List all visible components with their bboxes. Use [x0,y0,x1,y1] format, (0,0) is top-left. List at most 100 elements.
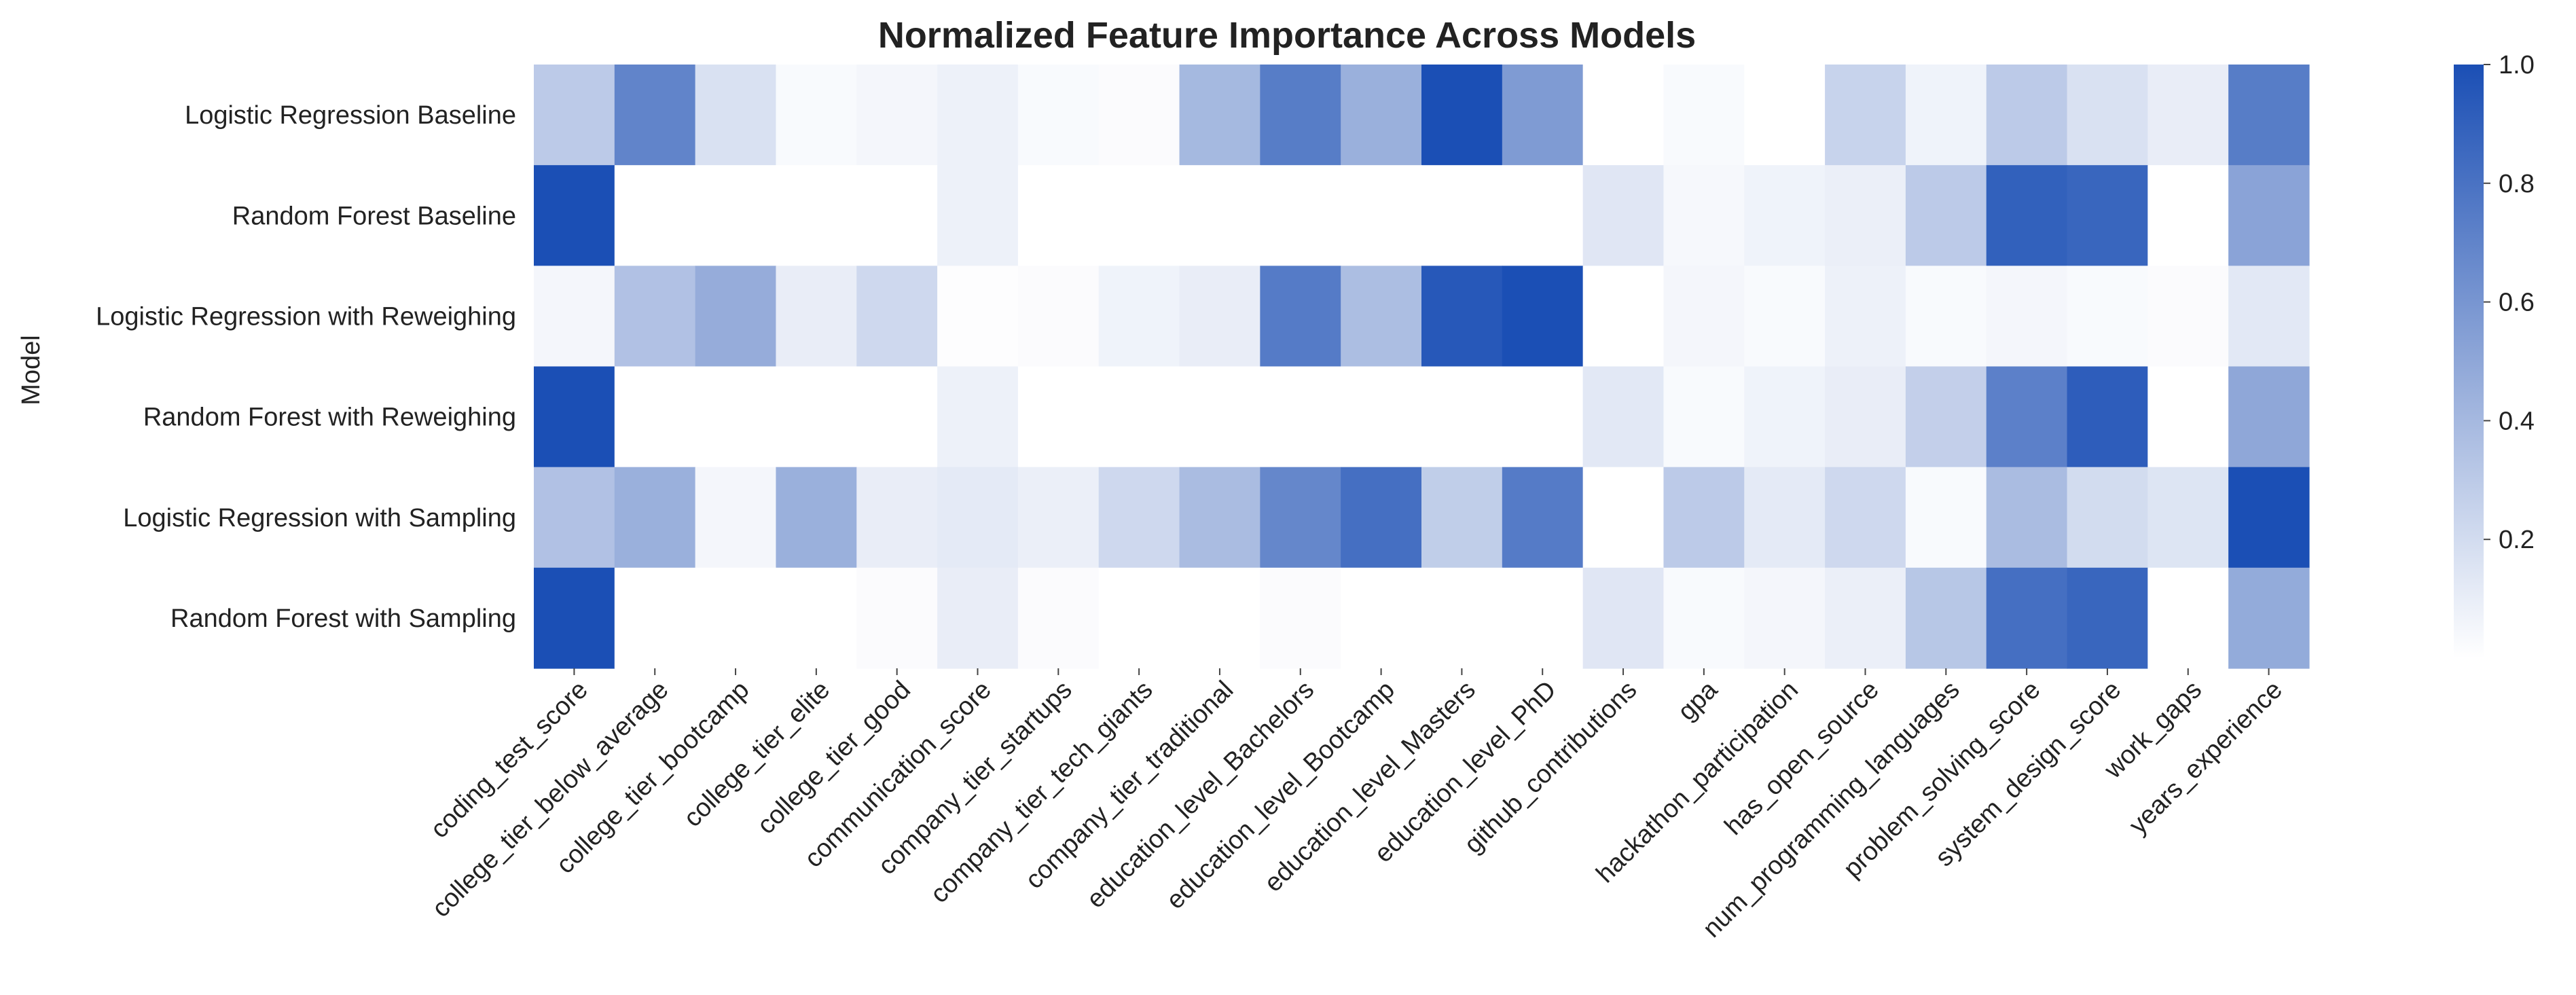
colorbar-tick-label: 0.6 [2499,289,2535,317]
heatmap-cell [2067,467,2148,568]
heatmap-cell [1502,467,1584,568]
heatmap-cell [856,65,938,166]
row-tick-label: Random Forest Baseline [232,202,516,230]
heatmap-cell [1179,266,1260,367]
column-tick-label: has_open_source [1720,676,1885,841]
heatmap-cell [614,165,696,266]
heatmap-cell [2067,567,2148,669]
heatmap-cell [1582,65,1665,166]
heatmap-cell [1744,567,1826,669]
heatmap-cell [1341,266,1422,367]
heatmap-cell [2228,467,2310,568]
heatmap-cell [776,266,857,367]
row-tick-label: Logistic Regression with Sampling [123,504,516,532]
heatmap-cell [1421,65,1503,166]
heatmap-cell [2228,366,2310,468]
heatmap-cell [2228,65,2310,166]
heatmap-cell [1260,266,1341,367]
heatmap-cell [1582,467,1665,568]
heatmap-cell [776,467,857,568]
heatmap-cell [2067,266,2148,367]
heatmap-cell [937,567,1019,669]
heatmap-cell [1421,467,1503,568]
heatmap-cell [937,266,1019,367]
heatmap-cell [1260,165,1341,266]
chart-title: Normalized Feature Importance Across Mod… [878,15,1696,56]
heatmap-cells [534,65,2310,669]
heatmap-cell [1179,366,1260,468]
heatmap-cell [1341,366,1422,468]
heatmap-cell [2147,366,2229,468]
heatmap-cell [1825,266,1906,367]
y-axis-label: Model [17,335,46,405]
heatmap-cell [1179,567,1260,669]
heatmap-cell [1341,567,1422,669]
heatmap-cell [1744,165,1826,266]
column-tick-label: gpa [1673,675,1724,726]
heatmap-cell [2147,467,2229,568]
heatmap-cell [614,366,696,468]
heatmap-cell [1260,366,1341,468]
heatmap-cell [776,165,857,266]
heatmap-cell [1986,65,2068,166]
heatmap-cell [937,65,1019,166]
row-tick-label: Random Forest with Reweighing [143,403,516,432]
heatmap-cell [1017,165,1100,266]
heatmap-cell [1098,567,1180,669]
heatmap-cell [1421,366,1503,468]
heatmap-cell [534,65,615,166]
heatmap-cell [534,467,615,568]
heatmap-cell [1098,467,1180,568]
column-labels: coding_test_scorecollege_tier_below_aver… [425,668,2288,943]
column-tick-label: college_tier_elite [678,676,835,833]
column-tick-label: college_tier_good [752,676,916,840]
heatmap-cell [534,165,615,266]
heatmap-cell [1905,65,1987,166]
heatmap-cell [1017,65,1100,166]
heatmap-cell [1582,366,1665,468]
heatmap-cell [534,266,615,367]
row-tick-label: Logistic Regression with Reweighing [96,302,516,331]
heatmap-cell [1017,567,1100,669]
heatmap-cell [1744,266,1826,367]
heatmap-cell [2147,266,2229,367]
heatmap-cell [695,266,777,367]
heatmap-cell [1986,467,2068,568]
heatmap-cell [1017,467,1100,568]
heatmap-cell [2228,266,2310,367]
heatmap-cell [1260,467,1341,568]
heatmap-cell [614,467,696,568]
heatmap-cell [1825,567,1906,669]
heatmap-cell [1017,266,1100,367]
heatmap-cell [1905,366,1987,468]
heatmap-cell [1905,266,1987,367]
heatmap-cell [1744,467,1826,568]
heatmap-cell [2067,65,2148,166]
heatmap-cell [534,567,615,669]
heatmap-cell [2147,165,2229,266]
heatmap-cell [1260,567,1341,669]
row-tick-label: Logistic Regression Baseline [185,101,516,130]
heatmap-cell [856,266,938,367]
row-tick-label: Random Forest with Sampling [170,604,516,633]
heatmap-cell [776,567,857,669]
heatmap-cell [1905,567,1987,669]
heatmap-cell [695,366,777,468]
heatmap-cell [614,266,696,367]
heatmap-cell [2228,165,2310,266]
heatmap-cell [776,366,857,468]
heatmap-cell [1825,65,1906,166]
heatmap-cell [1663,567,1745,669]
colorbar: 0.2 0.4 0.6 0.8 1.0 [2454,51,2535,658]
heatmap-cell [937,366,1019,468]
heatmap-cell [1098,165,1180,266]
heatmap-cell [1582,567,1665,669]
heatmap-cell [614,567,696,669]
heatmap-cell [2067,366,2148,468]
heatmap-cell [1260,65,1341,166]
heatmap-cell [1179,65,1260,166]
colorbar-tick-label: 1.0 [2499,51,2535,79]
heatmap-cell [937,165,1019,266]
heatmap-cell [1986,266,2068,367]
